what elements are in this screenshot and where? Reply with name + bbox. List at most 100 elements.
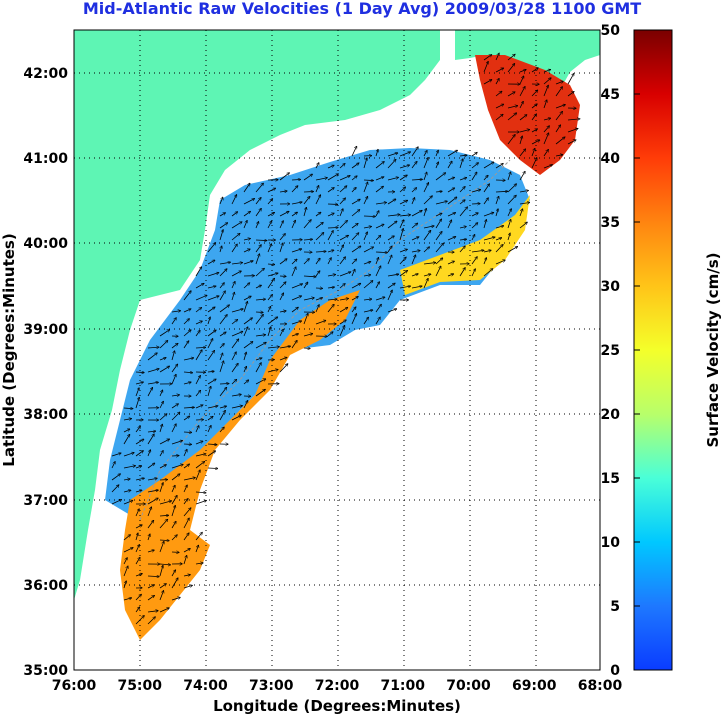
velocity-arrow — [303, 348, 310, 349]
velocity-arrow — [387, 236, 394, 241]
velocity-arrow — [495, 209, 498, 217]
velocity-arrow — [219, 406, 226, 408]
velocity-arrow — [327, 165, 334, 169]
velocity-arrow — [471, 257, 477, 265]
velocity-arrow — [255, 379, 266, 385]
y-tick-label: 41:00 — [23, 151, 68, 167]
velocity-arrow — [351, 246, 361, 253]
velocity-arrow — [123, 466, 135, 469]
velocity-arrow — [411, 198, 415, 205]
velocity-arrow — [243, 283, 250, 289]
velocity-arrow — [219, 262, 230, 265]
velocity-arrow — [495, 245, 503, 253]
velocity-arrow — [243, 211, 250, 217]
velocity-arrow — [171, 535, 177, 541]
velocity-arrow — [219, 230, 223, 241]
velocity-arrow — [399, 270, 407, 277]
velocity-arrow — [195, 295, 207, 301]
velocity-arrow — [183, 585, 192, 589]
velocity-arrow — [351, 176, 357, 181]
velocity-arrow — [220, 246, 222, 253]
velocity-arrow — [207, 416, 213, 421]
velocity-arrow — [159, 465, 166, 469]
velocity-arrow — [495, 104, 504, 109]
velocity-arrow — [183, 499, 188, 505]
velocity-arrow — [471, 235, 475, 241]
velocity-arrow — [339, 176, 350, 181]
x-tick-label: 73:00 — [249, 678, 294, 694]
velocity-arrow — [147, 450, 150, 457]
velocity-arrow — [411, 147, 418, 157]
velocity-arrow — [195, 283, 204, 289]
velocity-arrow — [207, 386, 211, 397]
y-tick-label: 37:00 — [23, 493, 68, 509]
velocity-arrow — [423, 226, 434, 229]
velocity-arrow — [339, 235, 348, 241]
velocity-arrow — [231, 195, 237, 205]
velocity-arrow — [555, 87, 562, 97]
velocity-arrow — [531, 114, 536, 121]
velocity-arrow — [435, 258, 443, 265]
velocity-arrow — [375, 258, 379, 265]
velocity-arrow — [315, 163, 319, 169]
velocity-arrow — [291, 307, 298, 313]
velocity-arrow — [339, 209, 343, 217]
velocity-arrow — [231, 263, 242, 264]
velocity-arrow — [303, 174, 312, 181]
velocity-arrow — [207, 243, 216, 253]
velocity-arrow — [291, 259, 297, 265]
velocity-arrow — [279, 357, 287, 361]
velocity-arrow — [135, 466, 142, 469]
velocity-arrow — [435, 219, 441, 229]
velocity-arrow — [195, 492, 206, 493]
velocity-arrow — [219, 315, 227, 325]
velocity-arrow — [447, 197, 457, 205]
velocity-arrow — [219, 427, 224, 433]
velocity-arrow — [375, 186, 383, 193]
velocity-arrow — [147, 434, 154, 445]
velocity-arrow — [315, 212, 321, 217]
velocity-arrow — [135, 388, 139, 397]
velocity-arrow — [411, 237, 419, 241]
velocity-arrow — [387, 153, 398, 157]
velocity-arrow — [231, 320, 237, 325]
velocity-arrow — [459, 226, 466, 228]
velocity-arrow — [519, 222, 527, 229]
velocity-arrow — [495, 163, 503, 169]
velocity-arrow — [483, 258, 486, 265]
velocity-arrow — [219, 353, 223, 361]
velocity-arrow — [423, 196, 432, 205]
velocity-arrow — [375, 252, 387, 253]
velocity-arrow — [147, 550, 154, 552]
velocity-arrow — [147, 347, 159, 348]
velocity-arrow — [111, 474, 120, 481]
velocity-arrow — [555, 155, 563, 156]
velocity-arrow — [447, 177, 454, 181]
velocity-arrow — [231, 379, 237, 385]
velocity-arrow — [231, 363, 238, 373]
velocity-arrow — [171, 424, 176, 433]
velocity-arrow — [471, 152, 477, 157]
velocity-arrow — [375, 235, 381, 241]
velocity-arrow — [279, 346, 290, 349]
velocity-arrow — [291, 334, 298, 337]
velocity-arrow — [219, 283, 224, 289]
y-tick-label: 35:00 — [23, 663, 68, 679]
velocity-arrow — [255, 363, 261, 373]
velocity-arrow — [375, 317, 380, 325]
velocity-arrow — [207, 317, 210, 325]
velocity-arrow — [363, 247, 373, 253]
velocity-arrow — [267, 221, 272, 229]
velocity-arrow — [195, 321, 202, 325]
velocity-arrow — [159, 424, 162, 433]
velocity-arrow — [135, 533, 138, 541]
velocity-arrow — [171, 395, 179, 396]
velocity-arrow — [195, 454, 206, 457]
velocity-arrow — [519, 171, 525, 181]
velocity-arrow — [279, 191, 287, 192]
velocity-arrow — [147, 463, 155, 469]
velocity-arrow — [387, 290, 392, 301]
velocity-arrow — [363, 299, 372, 300]
velocity-arrow — [207, 426, 211, 433]
